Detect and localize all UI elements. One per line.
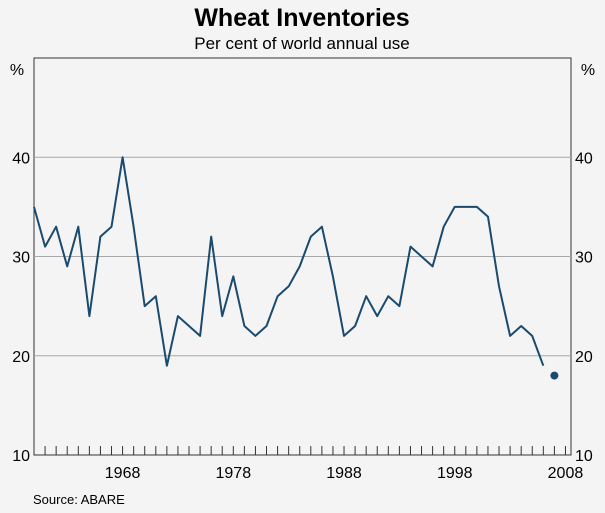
y-tick-label-left: 40: [12, 150, 30, 167]
x-tick-label: 1968: [105, 465, 141, 482]
source-note: Source: ABARE: [33, 492, 125, 507]
data-point: [550, 371, 559, 380]
left-axis-unit: %: [10, 62, 24, 79]
x-tick-label: 2008: [548, 465, 584, 482]
y-tick-label-left: 20: [12, 349, 30, 366]
y-tick-label-left: 30: [12, 250, 30, 267]
x-tick-label: 1998: [437, 465, 473, 482]
y-tick-label-right: 10: [575, 448, 593, 465]
series-line: [33, 156, 545, 367]
chart-title: Wheat Inventories: [194, 4, 409, 32]
x-tick-label: 1978: [216, 465, 252, 482]
y-tick-label-right: 30: [575, 250, 593, 267]
y-tick-label-left: 10: [12, 448, 30, 465]
y-tick-label-right: 40: [575, 150, 593, 167]
y-tick-label-right: 20: [575, 349, 593, 366]
right-axis-unit: %: [581, 62, 595, 79]
x-tick-label: 1988: [326, 465, 362, 482]
chart-subtitle: Per cent of world annual use: [194, 34, 409, 53]
